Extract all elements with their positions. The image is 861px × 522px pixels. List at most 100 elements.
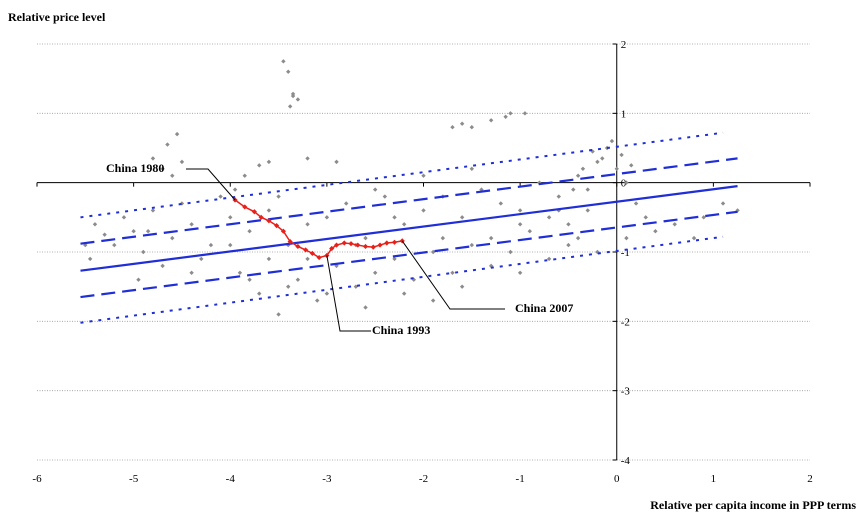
china-point xyxy=(355,242,361,248)
data-point xyxy=(295,97,301,102)
data-point xyxy=(199,256,204,262)
data-point xyxy=(266,208,272,213)
data-point xyxy=(629,163,634,168)
x-tick-label: -2 xyxy=(419,473,428,485)
fit-line xyxy=(80,185,738,272)
tick-labels: -6 -5 -4 -3 -2 -1 0 1 2 2 1 0 -1 -2 -3 -4 xyxy=(32,39,812,485)
trend-lines xyxy=(80,131,738,324)
data-point xyxy=(286,69,291,74)
data-point xyxy=(208,242,214,248)
china-point xyxy=(258,214,264,220)
data-point xyxy=(305,222,310,227)
data-point xyxy=(450,270,455,275)
data-point xyxy=(150,208,156,213)
data-point xyxy=(580,166,586,171)
data-point xyxy=(575,235,581,241)
data-point xyxy=(324,291,330,296)
data-point xyxy=(218,194,223,199)
china-point xyxy=(266,218,272,224)
data-point xyxy=(290,91,296,97)
data-point xyxy=(150,156,156,161)
data-point xyxy=(450,125,455,130)
data-point xyxy=(701,215,706,220)
data-point xyxy=(488,118,494,123)
data-point xyxy=(131,229,136,234)
data-point xyxy=(619,152,624,158)
data-point xyxy=(421,208,426,213)
upper2-line xyxy=(80,131,724,219)
data-point xyxy=(643,215,648,220)
data-point xyxy=(266,159,272,165)
china-point xyxy=(391,239,398,245)
data-point xyxy=(595,159,600,165)
annotation-label: China 1980 xyxy=(106,161,164,175)
data-point xyxy=(522,111,528,116)
data-point xyxy=(624,180,629,185)
annotation-leader xyxy=(401,240,505,310)
data-point xyxy=(87,256,93,262)
data-point xyxy=(344,201,349,206)
data-point xyxy=(257,291,262,296)
data-point xyxy=(585,208,590,213)
upper1-line xyxy=(80,157,738,245)
x-axis-title: Relative per capita income in PPP terms xyxy=(650,498,856,512)
data-point xyxy=(498,201,503,206)
x-tick-label: 0 xyxy=(614,473,620,485)
data-point xyxy=(242,173,247,178)
x-tick-label: 1 xyxy=(711,473,717,485)
china-point xyxy=(362,243,369,250)
data-point xyxy=(469,125,475,130)
data-point xyxy=(315,298,320,303)
data-point xyxy=(136,277,141,282)
data-point xyxy=(469,166,475,171)
data-point xyxy=(382,194,388,199)
china-point xyxy=(316,254,322,261)
data-point xyxy=(372,187,378,192)
y-tick-label: -3 xyxy=(621,386,631,398)
y-tick-label: -1 xyxy=(621,247,630,259)
china-point xyxy=(242,204,248,210)
china-line xyxy=(234,199,403,259)
data-point xyxy=(305,256,310,262)
china-point xyxy=(295,243,301,250)
data-point xyxy=(469,242,475,248)
china-point xyxy=(251,209,258,215)
data-point xyxy=(353,284,359,289)
data-point xyxy=(488,235,494,241)
x-tick-label: 2 xyxy=(807,473,813,485)
x-tick-label: -6 xyxy=(32,473,42,485)
data-point xyxy=(556,194,561,199)
y-tick-label: -2 xyxy=(621,316,630,328)
china-point xyxy=(274,223,280,229)
annotation-leader xyxy=(186,168,236,201)
data-point xyxy=(266,256,272,262)
y-tick-label: 2 xyxy=(621,39,627,51)
annotation-label: China 2007 xyxy=(515,301,573,315)
data-point xyxy=(459,284,465,289)
data-point xyxy=(189,222,194,227)
data-point xyxy=(363,305,368,310)
data-point xyxy=(585,187,590,192)
data-point xyxy=(324,215,330,220)
data-point xyxy=(363,235,368,241)
data-point xyxy=(247,229,252,234)
data-point xyxy=(160,263,165,269)
data-point xyxy=(517,222,523,227)
china-point xyxy=(309,250,315,256)
x-tick-label: -3 xyxy=(322,473,332,485)
data-point xyxy=(566,222,571,227)
data-point xyxy=(102,232,107,237)
china-point xyxy=(384,240,390,246)
data-point xyxy=(459,121,465,126)
data-point xyxy=(566,242,571,248)
data-point xyxy=(160,166,165,171)
data-point xyxy=(575,173,581,178)
data-point xyxy=(633,201,639,206)
data-point xyxy=(401,291,407,296)
y-tick-label: 0 xyxy=(621,178,627,190)
data-point xyxy=(281,59,286,64)
data-point xyxy=(600,156,605,161)
data-point xyxy=(287,104,293,109)
china-point xyxy=(303,247,309,253)
